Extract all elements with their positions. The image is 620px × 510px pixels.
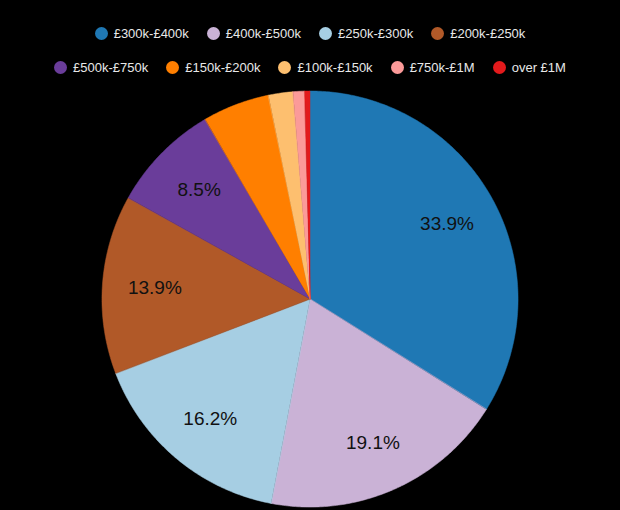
html-text:£100k-£150k: £100k-£150k bbox=[297, 59, 373, 75]
html-text:£500k-£750k: £500k-£750k bbox=[73, 59, 149, 75]
svg-text:33.9%: 33.9% bbox=[420, 213, 474, 234]
svg-text:8.5%: 8.5% bbox=[177, 179, 220, 200]
html-text:£200k-£250k: £200k-£250k bbox=[450, 25, 526, 41]
svg-text:19.1%: 19.1% bbox=[346, 432, 400, 453]
svg-text:13.9%: 13.9% bbox=[128, 277, 182, 298]
html-text:£750k-£1M: £750k-£1M bbox=[409, 59, 475, 75]
html-text:over £1M: over £1M bbox=[511, 59, 566, 75]
svg-text:16.2%: 16.2% bbox=[183, 408, 237, 429]
html-text:£250k-£300k: £250k-£300k bbox=[338, 25, 414, 41]
html-text:£400k-£500k: £400k-£500k bbox=[225, 25, 301, 41]
html-text:£150k-£200k: £150k-£200k bbox=[185, 59, 261, 75]
html-text:£300k-£400k: £300k-£400k bbox=[113, 25, 189, 41]
